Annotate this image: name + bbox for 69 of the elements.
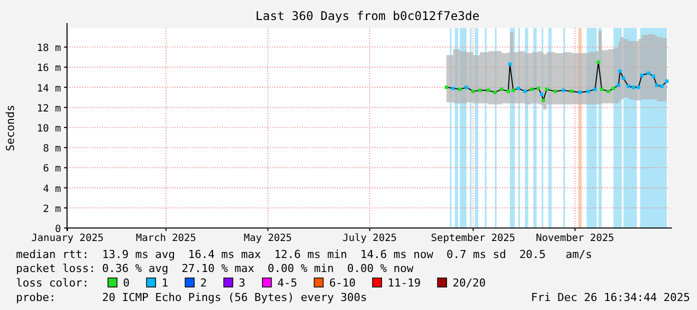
point — [600, 88, 604, 92]
point — [626, 84, 630, 88]
point — [500, 88, 504, 92]
text: Fri Dec 26 16:34:44 2025 — [531, 291, 690, 304]
legend-label: 3 — [238, 276, 246, 290]
legend-label: 1 — [162, 276, 168, 290]
x-tick-label: January 2025 — [31, 233, 104, 244]
x-tick-label: March 2025 — [136, 233, 196, 244]
y-tick-label: 0 — [54, 224, 61, 235]
text: probe: 20 ICMP Echo Pings (56 Bytes) every 300s — [16, 291, 367, 304]
point — [665, 80, 669, 83]
legend-label: 20/20 — [452, 276, 486, 290]
point — [458, 88, 462, 92]
point — [655, 84, 659, 88]
x-tick-label: September 2025 — [431, 233, 516, 244]
y-tick-label: 18 m — [36, 43, 61, 54]
point — [471, 90, 475, 94]
y-tick-label: 6 m — [42, 164, 61, 175]
legend-label: 6-10 — [329, 276, 356, 290]
point — [542, 98, 546, 102]
y-tick-label: 12 m — [36, 103, 61, 114]
line-series — [446, 62, 668, 101]
point — [516, 86, 520, 90]
point — [506, 90, 510, 94]
y-tick-label: 8 m — [42, 144, 61, 155]
point — [562, 88, 566, 92]
text: packet loss: 0.36 % avg 27.10 % max 0.00 % min 0.00 % now — [16, 262, 414, 275]
point — [636, 86, 640, 90]
point — [586, 90, 590, 94]
point — [540, 92, 544, 96]
point — [486, 88, 490, 92]
point — [493, 90, 497, 94]
y-tick-label: 4 m — [42, 184, 61, 195]
y-tick-label: 14 m — [36, 83, 61, 94]
point — [523, 90, 527, 94]
x-tick-label: May 2025 — [244, 233, 292, 244]
legend-title: loss color: — [16, 276, 89, 290]
y-tick-label: 10 m — [36, 123, 61, 134]
y-axis-title: Seconds — [4, 104, 17, 152]
point — [660, 84, 664, 88]
point — [478, 88, 482, 92]
point — [606, 90, 610, 94]
point — [640, 74, 644, 77]
legend-label: 11-19 — [388, 276, 421, 290]
point — [622, 76, 626, 80]
text: median rtt: 13.9 ms avg 16.4 ms max 12.6 ms min 14.6 ms now 0.7 ms sd 20.5 am/s — [16, 248, 592, 261]
y-tick-label: 2 m — [42, 204, 61, 215]
point — [612, 86, 616, 90]
y-tick-label: 16 m — [36, 63, 61, 74]
point — [512, 88, 515, 92]
legend-label: 2 — [200, 276, 207, 290]
point — [593, 88, 597, 92]
legend-label: 0 — [123, 276, 130, 290]
legend-label: 4-5 — [277, 276, 298, 290]
point — [596, 60, 600, 64]
point — [578, 90, 582, 94]
chart-title: Last 360 Days from b0c012f7e3de — [256, 9, 480, 23]
x-tick-label: July 2025 — [342, 233, 397, 244]
point — [530, 88, 534, 92]
point — [570, 90, 574, 94]
point — [544, 88, 548, 92]
point — [632, 86, 636, 90]
point — [451, 86, 455, 90]
point — [536, 86, 540, 90]
x-tick-label: November 2025 — [536, 233, 614, 244]
point — [444, 86, 448, 90]
point — [508, 62, 512, 66]
point — [616, 84, 620, 88]
point — [618, 69, 622, 73]
